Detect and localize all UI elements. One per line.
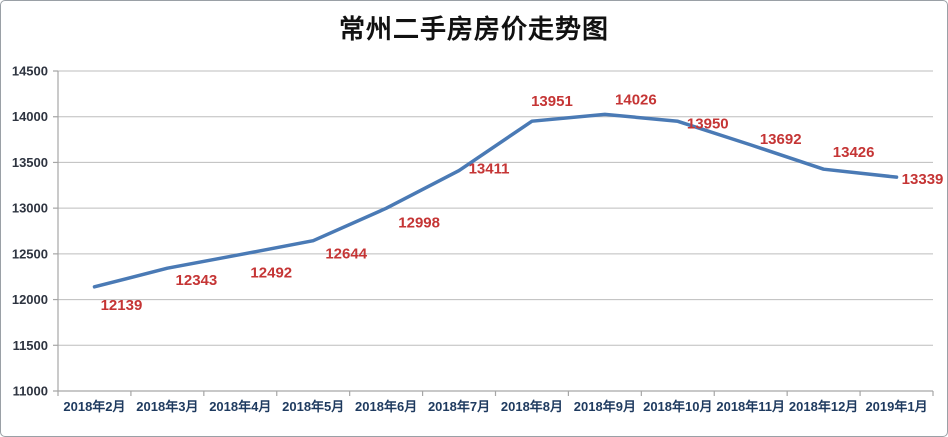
x-tick-label: 2018年2月: [63, 399, 125, 414]
data-label: 13951: [531, 93, 573, 110]
x-tick-label: 2019年1月: [865, 399, 927, 414]
chart-title: 常州二手房房价走势图: [338, 14, 609, 44]
x-tick-label: 2018年10月: [643, 399, 712, 414]
data-label: 13426: [833, 144, 875, 161]
y-tick-label: 14500: [12, 64, 48, 79]
y-tick-label: 14000: [12, 109, 48, 124]
data-label: 12998: [398, 214, 440, 231]
x-tick-label: 2018年7月: [428, 399, 490, 414]
y-tick-label: 11500: [13, 338, 48, 353]
data-label: 12492: [250, 265, 292, 282]
data-label: 13411: [469, 161, 510, 178]
x-tick-label: 2018年12月: [789, 399, 858, 414]
price-line: [92, 112, 899, 289]
x-tick-label: 2018年6月: [355, 399, 417, 414]
x-tick-label: 2018年3月: [136, 399, 198, 414]
y-tick-label: 13500: [12, 155, 48, 170]
y-tick-label: 12500: [12, 246, 48, 261]
data-label: 14026: [615, 91, 657, 108]
x-tick-label: 2018年9月: [574, 399, 636, 414]
x-tick-label: 2018年5月: [282, 399, 344, 414]
x-tick-label: 2018年11月: [716, 399, 785, 414]
data-label: 12644: [325, 246, 367, 263]
y-tick-label: 12000: [12, 292, 48, 307]
y-tick-label: 11000: [13, 384, 48, 399]
data-label: 13339: [902, 171, 944, 188]
data-label: 13692: [760, 131, 802, 148]
x-tick-label: 2018年8月: [501, 399, 563, 414]
data-label: 13950: [687, 115, 729, 132]
data-label: 12139: [101, 297, 143, 314]
y-tick-label: 13000: [12, 201, 48, 216]
x-tick-label: 2018年4月: [209, 399, 271, 414]
data-label: 12343: [176, 272, 218, 289]
